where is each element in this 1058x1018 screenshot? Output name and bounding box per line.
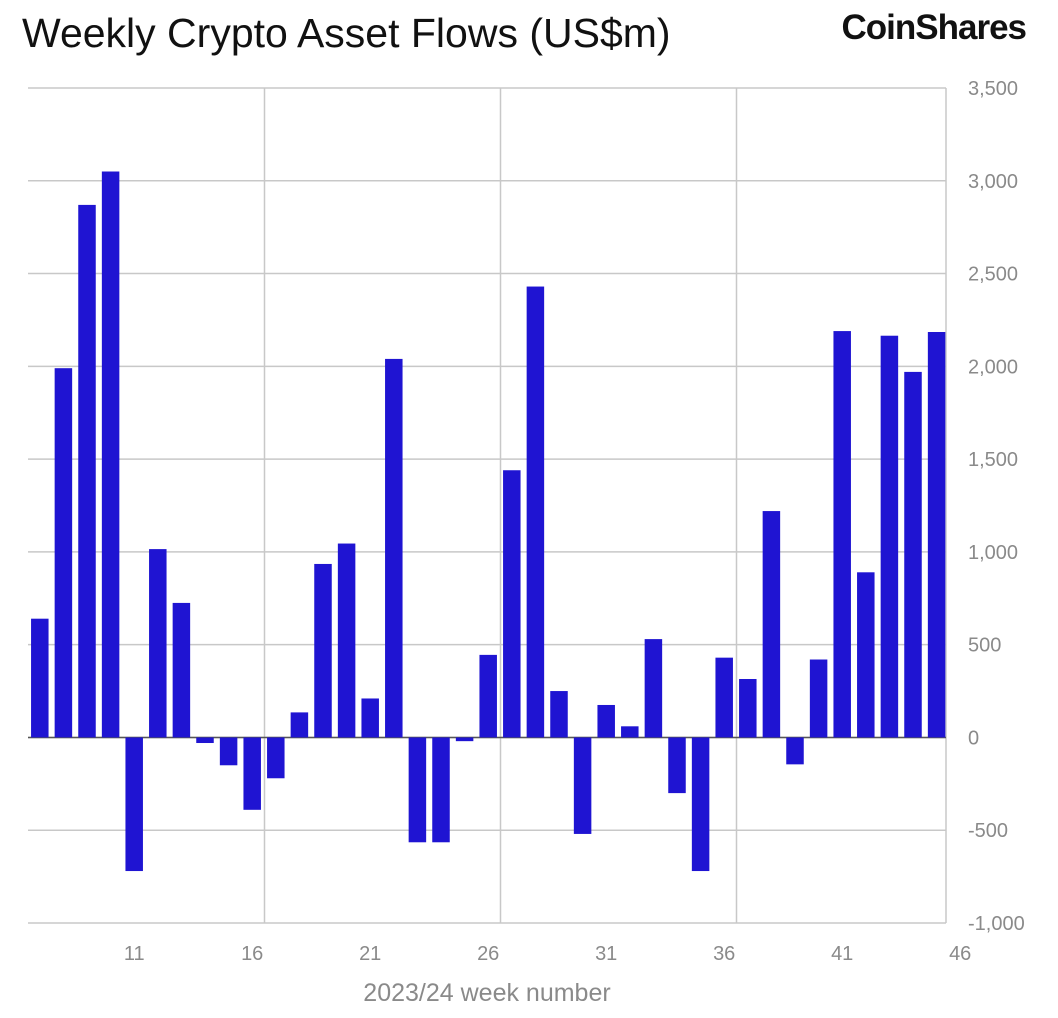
bar-week-7: [31, 618, 49, 738]
bar-week-12: [149, 549, 167, 738]
bar-week-33: [644, 639, 663, 738]
coinshares-logo: CoinShares: [841, 8, 1027, 47]
bar-week-41: [833, 331, 851, 738]
bar-week-31: [597, 704, 615, 738]
bar-week-11: [125, 737, 143, 872]
bar-week-44: [904, 371, 922, 738]
bar-week-37: [739, 678, 757, 738]
bar-week-23: [408, 737, 427, 843]
chart-title: Weekly Crypto Asset Flows (US$m): [22, 10, 671, 56]
bar-week-19: [314, 563, 332, 738]
bar-week-30: [573, 737, 592, 834]
bar-week-28: [526, 286, 545, 738]
bar-week-9: [78, 204, 96, 738]
x-tick-label: 16: [241, 943, 263, 965]
y-tick-label: 2,500: [968, 264, 1018, 286]
x-tick-label: 31: [595, 943, 617, 965]
bar-week-26: [479, 654, 497, 738]
bar-week-27: [503, 470, 521, 738]
bar-week-35: [691, 737, 710, 872]
bar-week-16: [243, 737, 261, 810]
bar-week-42: [857, 572, 875, 738]
grid-lines: [28, 87, 947, 924]
bar-week-20: [337, 543, 356, 738]
y-tick-label: -1,000: [968, 913, 1025, 935]
bar-week-22: [385, 358, 403, 738]
bar-week-36: [715, 657, 733, 738]
bar-week-40: [809, 659, 828, 738]
x-axis-label: 2023/24 week number: [363, 979, 610, 1007]
bar-week-43: [880, 335, 899, 738]
bar-week-21: [361, 698, 379, 738]
bar-week-14: [196, 737, 214, 744]
bar-week-29: [550, 691, 568, 738]
x-tick-label: 11: [124, 943, 145, 965]
y-tick-label: 1,500: [968, 449, 1018, 471]
bar-week-45: [927, 332, 946, 738]
y-tick-label: 0: [968, 727, 979, 749]
bar-week-34: [668, 737, 686, 794]
x-tick-label: 26: [477, 943, 499, 965]
bar-week-24: [432, 737, 450, 843]
bar-week-25: [455, 737, 474, 742]
x-tick-label: 21: [359, 943, 381, 965]
bar-week-39: [786, 737, 804, 765]
x-tick-label: 46: [949, 943, 971, 965]
y-tick-label: 3,000: [968, 171, 1018, 193]
bar-week-18: [290, 712, 309, 738]
x-tick-label: 41: [831, 943, 853, 965]
bar-week-32: [621, 726, 639, 738]
bar-week-15: [219, 737, 238, 766]
y-tick-label: 1,000: [968, 542, 1018, 564]
x-tick-label: 36: [713, 943, 735, 965]
bar-week-10: [101, 171, 120, 738]
bar-week-8: [54, 368, 73, 738]
y-tick-label: 3,500: [968, 78, 1018, 100]
bar-week-13: [172, 602, 191, 738]
bar-week-17: [267, 737, 285, 779]
bar-week-38: [762, 511, 781, 738]
bar-series: [31, 171, 946, 872]
y-tick-label: -500: [968, 820, 1008, 842]
y-tick-label: 500: [968, 635, 1001, 657]
x-axis-tick-labels: 11 16 21 26 31 36 41 46: [124, 943, 972, 965]
y-tick-label: 2,000: [968, 356, 1018, 378]
y-axis-tick-labels: -1,000 -500 0 500 1,000 1,500 2,000 2,500 3,000 3…: [968, 78, 1025, 935]
